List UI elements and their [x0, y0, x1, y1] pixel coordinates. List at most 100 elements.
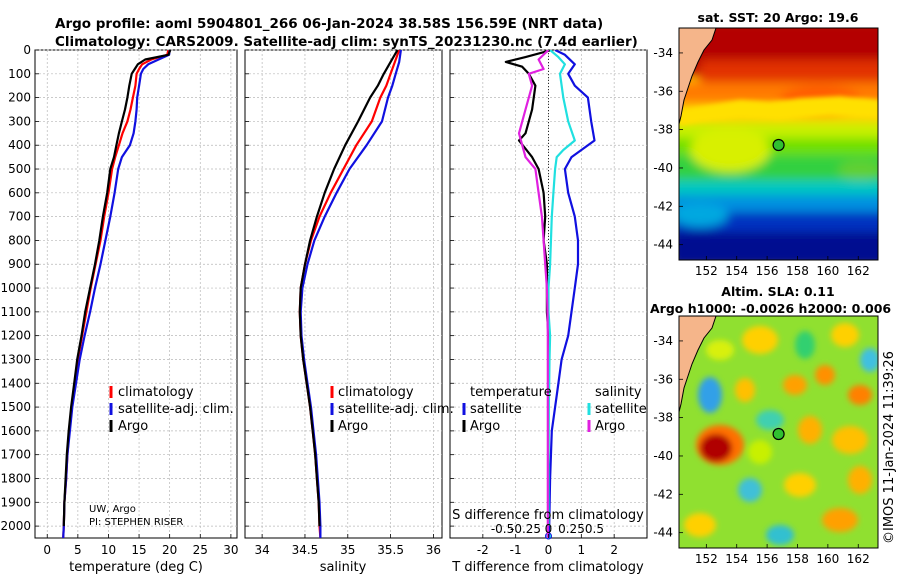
sst-x-tick-label: 156: [756, 264, 779, 278]
s-tick-label: -0.5: [491, 522, 514, 536]
s-tick-label: 0.5: [585, 522, 604, 536]
series-layer: [62, 50, 596, 540]
sla-map-title: Altim. SLA: 0.11: [721, 284, 834, 299]
x-tick-label: 36: [426, 543, 441, 557]
y-tick-label: 2000: [0, 519, 31, 533]
sla-x-tick-label: 156: [756, 552, 779, 566]
legend-label-sal-argo: Argo: [595, 419, 625, 434]
y-tick-label: 400: [8, 138, 31, 152]
x-tick-label: 20: [162, 543, 177, 557]
sst-y-tick-label: -44: [653, 238, 673, 252]
s-tick-label: 0.25: [558, 522, 585, 536]
y-tick-label: 1300: [0, 352, 31, 366]
imos-stamp: ©IMOS 11-Jan-2024 11:39:26: [882, 351, 897, 544]
sst-float-marker: [772, 138, 785, 152]
salinity-legend: climatology satellite-adj. clim. Argo: [330, 385, 454, 434]
sla-y-tick-label: -36: [653, 372, 673, 386]
salinity-series-group: [298, 50, 402, 538]
sla-y-tick-label: -38: [653, 411, 673, 425]
difference-xlabel: T difference from climatology: [451, 560, 644, 575]
y-tick-label: 1100: [0, 305, 31, 319]
y-tick-label: 300: [8, 114, 31, 128]
legend-label-satellite: satellite-adj. clim.: [338, 402, 454, 417]
legend-label-temp-argo: Argo: [470, 419, 500, 434]
credit-pi: PI: STEPHEN RISER: [89, 517, 183, 528]
temperature-panel: [34, 49, 238, 539]
sla-x-tick-label: 154: [725, 552, 748, 566]
legend-heading-salinity: salinity: [595, 385, 642, 400]
y-tick-label: 1700: [0, 448, 31, 462]
legend-label-satellite: satellite-adj. clim.: [118, 402, 234, 417]
y-tick-label: 1500: [0, 400, 31, 414]
sst-x-tick-label: 162: [847, 264, 870, 278]
y-tick-label: 1800: [0, 471, 31, 485]
legend-label-climatology: climatology: [338, 385, 414, 400]
s-tick-label: 0: [545, 522, 553, 536]
x-tick-label: -1: [510, 543, 522, 557]
salinity-panel: [244, 49, 443, 539]
sla-x-tick-label: 160: [816, 552, 839, 566]
sst-y-tick-label: -34: [653, 46, 673, 60]
series-argo: [298, 50, 399, 527]
y-tick-label: 600: [8, 186, 31, 200]
series-argo: [62, 50, 172, 527]
x-tick-label: 0: [545, 543, 553, 557]
x-tick-label: 30: [223, 543, 238, 557]
y-tick-label: 0: [23, 43, 31, 57]
x-tick-label: 35.5: [377, 543, 404, 557]
x-tick-label: -2: [477, 543, 489, 557]
x-tick-label: 5: [74, 543, 82, 557]
x-tick-label: 25: [193, 543, 208, 557]
sst-y-tick-label: -38: [653, 123, 673, 137]
legend-label-argo: Argo: [338, 419, 368, 434]
sst-x-tick-label: 158: [786, 264, 809, 278]
difference-legend: temperature satellite Argo salinity sate…: [462, 385, 647, 434]
grid-layer: [35, 49, 647, 538]
difference-s-label: S difference from climatology: [452, 508, 644, 523]
y-tick-label: 200: [8, 91, 31, 105]
figure-subtitle: Climatology: CARS2009. Satellite-adj cli…: [55, 34, 638, 50]
x-tick-label: 35: [340, 543, 355, 557]
sla-x-tick-label: 152: [695, 552, 718, 566]
y-tick-label: 900: [8, 257, 31, 271]
sla-y-tick-label: -34: [653, 334, 673, 348]
y-tick-label: 500: [8, 162, 31, 176]
sla-y-tick-label: -40: [653, 449, 673, 463]
y-tick-label: 1000: [0, 281, 31, 295]
sla-float-marker: [772, 427, 785, 441]
sla-map-subtitle: Argo h1000: -0.0026 h2000: 0.006: [650, 301, 891, 316]
legend-label-sal-satellite: satellite: [595, 402, 647, 417]
x-tick-label: 34: [254, 543, 269, 557]
sst-x-tick-label: 152: [695, 264, 718, 278]
sst-x-tick-label: 154: [725, 264, 748, 278]
sst-x-tick-label: 160: [816, 264, 839, 278]
y-tick-label: 1400: [0, 376, 31, 390]
y-tick-label: 700: [8, 210, 31, 224]
series-salinity-satellite: [547, 50, 576, 527]
y-tick-label: 1900: [0, 495, 31, 509]
series-temperature-satellite: [547, 50, 596, 538]
legend-label-argo: Argo: [118, 419, 148, 434]
axis-layer: 0100200300400500600700800900100011001200…: [0, 43, 618, 557]
temperature-series-group: [62, 50, 172, 538]
sla-y-tick-label: -44: [653, 526, 673, 540]
x-tick-label: 15: [131, 543, 146, 557]
x-tick-label: 34.5: [292, 543, 319, 557]
sst-map-title: sat. SST: 20 Argo: 19.6: [698, 10, 859, 25]
s-tick-label: -0.25: [510, 522, 541, 536]
x-tick-label: 0: [43, 543, 51, 557]
sst-map: [679, 28, 878, 260]
series-salinity-argo: [517, 50, 550, 538]
x-tick-label: 10: [101, 543, 116, 557]
y-tick-label: 1200: [0, 329, 31, 343]
y-tick-label: 1600: [0, 424, 31, 438]
salinity-xlabel: salinity: [320, 560, 367, 575]
figure-title: Argo profile: aoml 5904801_266 06-Jan-20…: [55, 16, 603, 32]
difference-series-group: [504, 50, 596, 538]
temperature-xlabel: temperature (deg C): [69, 560, 203, 575]
sst-y-tick-label: -42: [653, 199, 673, 213]
sla-x-tick-label: 158: [786, 552, 809, 566]
x-tick-label: 2: [610, 543, 618, 557]
